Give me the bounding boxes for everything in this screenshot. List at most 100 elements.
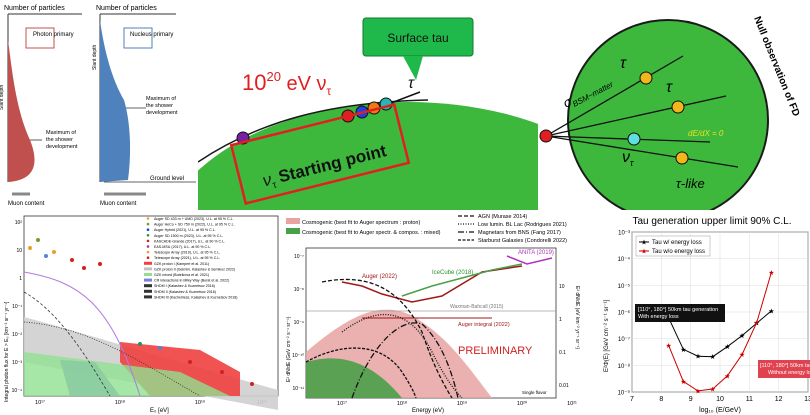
ul-point-9 — [158, 346, 162, 350]
tau-legend: ★ Tau w/ energy loss ★ Tau w/o energy lo… — [635, 235, 711, 257]
photon-legend-marker — [146, 245, 150, 248]
photon-legend-label: CR interactions in Milky Way (Berat et a… — [154, 279, 229, 283]
photon-ytick: 10⁻² — [12, 332, 22, 338]
photon-legend-marker — [146, 222, 150, 226]
surface-tau-label: Surface tau — [387, 31, 448, 45]
tau-legend-marker-1: ★ — [641, 239, 647, 247]
tau-ytick: 10⁻⁵ — [618, 283, 631, 290]
photon-legend-label: Auger Hybrid (2021), U.L. at 95 % C.L. — [154, 228, 216, 232]
tau-series-line-1 — [668, 310, 772, 358]
tau-series-point-2: ★ — [710, 385, 716, 393]
tau-legend-label-1: Tau w/ energy loss — [652, 240, 702, 246]
shdm-curve-dashed — [23, 291, 111, 397]
tau-xtick: 8 — [659, 396, 663, 403]
photon-legend-label: SHDM II (Kalashev & Kuznetsov 2016) — [154, 290, 216, 294]
photon-ytick: 10⁻⁴ — [12, 388, 22, 394]
tau-starting-point-panel: Surface tau 1020 eV ντ τ ντStarting poin… — [198, 12, 538, 210]
photon-legend-marker — [146, 228, 150, 231]
energy-unit: eV ν — [281, 73, 327, 95]
energy-label: 1020 eV ντ — [242, 69, 332, 98]
photon-legend-label: GZK proton II (Gelmini, Kalashev & Semik… — [154, 267, 235, 271]
bsm-taulike-track — [545, 135, 739, 168]
photon-legend-swatch — [144, 289, 152, 293]
cosmo-legend-right-3: Magnetars from BNS (Fang 2017) — [478, 230, 561, 236]
photon-legend-label: GZK proton I (Kampert et al. 2011) — [154, 262, 209, 266]
cosmo-xtick: 10¹⁷ — [337, 400, 347, 407]
photon-legend-label: Telescope Array (2021), U.L. at 95 % C.L… — [154, 256, 220, 260]
tau-limit-chart: Tau generation upper limit 90% C.L. 7 8 9 1… — [604, 216, 810, 414]
cosmo-xtick: 10¹⁸ — [397, 400, 407, 407]
photon-legend-marker — [146, 239, 150, 243]
photon-legend-swatch — [144, 261, 152, 265]
bsm-earth-circle — [567, 19, 769, 210]
ul-point-10 — [188, 360, 192, 364]
shower-profile-diagram: Number of particles Slant depth Photon p… — [0, 5, 196, 207]
cosmo-xlabel: Energy (eV) — [412, 408, 444, 414]
energy-nu-sub: τ — [327, 84, 332, 98]
ul-point-6 — [82, 266, 86, 270]
photon-legend-label: SHDM III (Kachelriess, Kalashev & Kuznet… — [154, 295, 238, 299]
magnetar-curve — [351, 322, 459, 399]
nucleus-primary-label: Nucleus primary — [130, 32, 173, 38]
nucleus-max-line-1: Maximum of — [146, 96, 176, 102]
icecube-label: IceCube (2018) — [432, 270, 473, 276]
tau-xtick: 9 — [689, 396, 693, 403]
photon-legend-label: Auger SD 433 m + UMD (2023), U.L. at 95 … — [154, 217, 234, 221]
shdm-curve-purple — [23, 271, 141, 397]
photon-xtick: 10¹⁷ — [35, 399, 45, 406]
photon-legend-marker — [146, 217, 150, 220]
photon-legend-marker — [146, 250, 150, 254]
photon-flux-plot: Integral photon flux for E > E₀ [km⁻² sr… — [4, 215, 279, 414]
ul-point-2 — [36, 238, 40, 242]
tau-series-point-2: ★ — [768, 269, 774, 277]
bsm-diagram: σBSM−matter τ τ ντ dE/dX = 0 τ-like Null… — [539, 15, 801, 210]
bsm-mid-track — [545, 95, 727, 137]
photon-legend-swatch — [144, 278, 152, 282]
earth-disc — [198, 102, 538, 210]
ul-point-7 — [98, 262, 102, 266]
tau-exit-label: τ — [408, 75, 415, 92]
tau-like-label: τ-like — [676, 176, 705, 191]
tau-starting-point-diagram: Surface tau 1020 eV ντ τ ντStarting poin… — [198, 12, 538, 210]
tau-legend-box — [635, 235, 711, 257]
tau-series-point-2: ★ — [754, 319, 760, 327]
cosmo-legend-right-1: AGN (Murase 2014) — [478, 214, 527, 220]
photon-ytick: 10⁻³ — [12, 360, 22, 366]
photon-ytick: 10² — [15, 220, 23, 226]
tau-series-point-2: ★ — [680, 378, 686, 386]
left-slant-depth: Slant depth — [0, 84, 5, 110]
nu-tau-sub: τ — [271, 180, 278, 192]
photon-primary-box — [25, 27, 55, 49]
starburst-curve — [305, 347, 417, 399]
waxman-label: Waxman-Bahcall (2015) — [450, 304, 504, 310]
annotation-with-loss-box — [635, 304, 725, 322]
cosmo-xticks: 10¹⁷ 10¹⁸ 10¹⁹ 10²⁰ 10²¹ — [337, 400, 577, 407]
shdm-curve-dotted — [23, 321, 201, 397]
cosmogenic-plot: Cosmogenic (best fit to Auger spectrum :… — [286, 214, 580, 414]
tau-legend-label-2: Tau w/o energy loss — [652, 249, 705, 255]
tau-ytick: 10⁻⁷ — [618, 336, 630, 343]
energy-text: 1020 eV ντ — [242, 69, 332, 98]
photon-legend-label: KASCADE-Grande (2017), U.L. at 90 % C.L. — [154, 239, 225, 243]
cosmo-legend-left-1: Cosmogenic (best fit to Auger spectrum :… — [302, 220, 420, 226]
photon-legend-label: GZK mixed (Bobrikova et al. 2021) — [154, 273, 209, 277]
cosmo-yticks: 10⁻⁷ 10⁻⁸ 10⁻⁹ 10⁻¹⁰ 10⁻¹¹ — [292, 254, 304, 392]
annotation-with-loss-line-2: With energy loss — [638, 314, 679, 320]
photon-ylabel: Integral photon flux for E > E₀ [km⁻² sr… — [4, 301, 10, 402]
single-flavor-label: Single flavor — [522, 390, 547, 395]
nucleus-shower-curve — [100, 20, 131, 182]
photon-ytick: 10⁻¹ — [12, 304, 22, 310]
photon-max-line-3: development — [46, 144, 78, 150]
photon-xtick: 10¹⁸ — [115, 399, 125, 406]
cosmo-ytick-right: 0.01 — [559, 383, 569, 389]
cosmo-ytick: 10⁻¹⁰ — [292, 353, 304, 359]
bl-lac-curve — [341, 313, 463, 399]
bsm-nu-sub: τ — [630, 158, 634, 168]
muon-right-label: Muon content — [100, 201, 137, 207]
bsm-yellow-mid — [671, 100, 685, 114]
cosmo-yticks-right: 10 1 0.1 0.01 — [559, 284, 569, 389]
gzk-mixed-band-green — [24, 352, 230, 396]
cosmo-legend-left-2: Cosmogenic (best fit to Auger spectr. & … — [302, 230, 441, 236]
ul-point-1 — [28, 246, 32, 250]
bsm-origin-point — [539, 129, 553, 143]
